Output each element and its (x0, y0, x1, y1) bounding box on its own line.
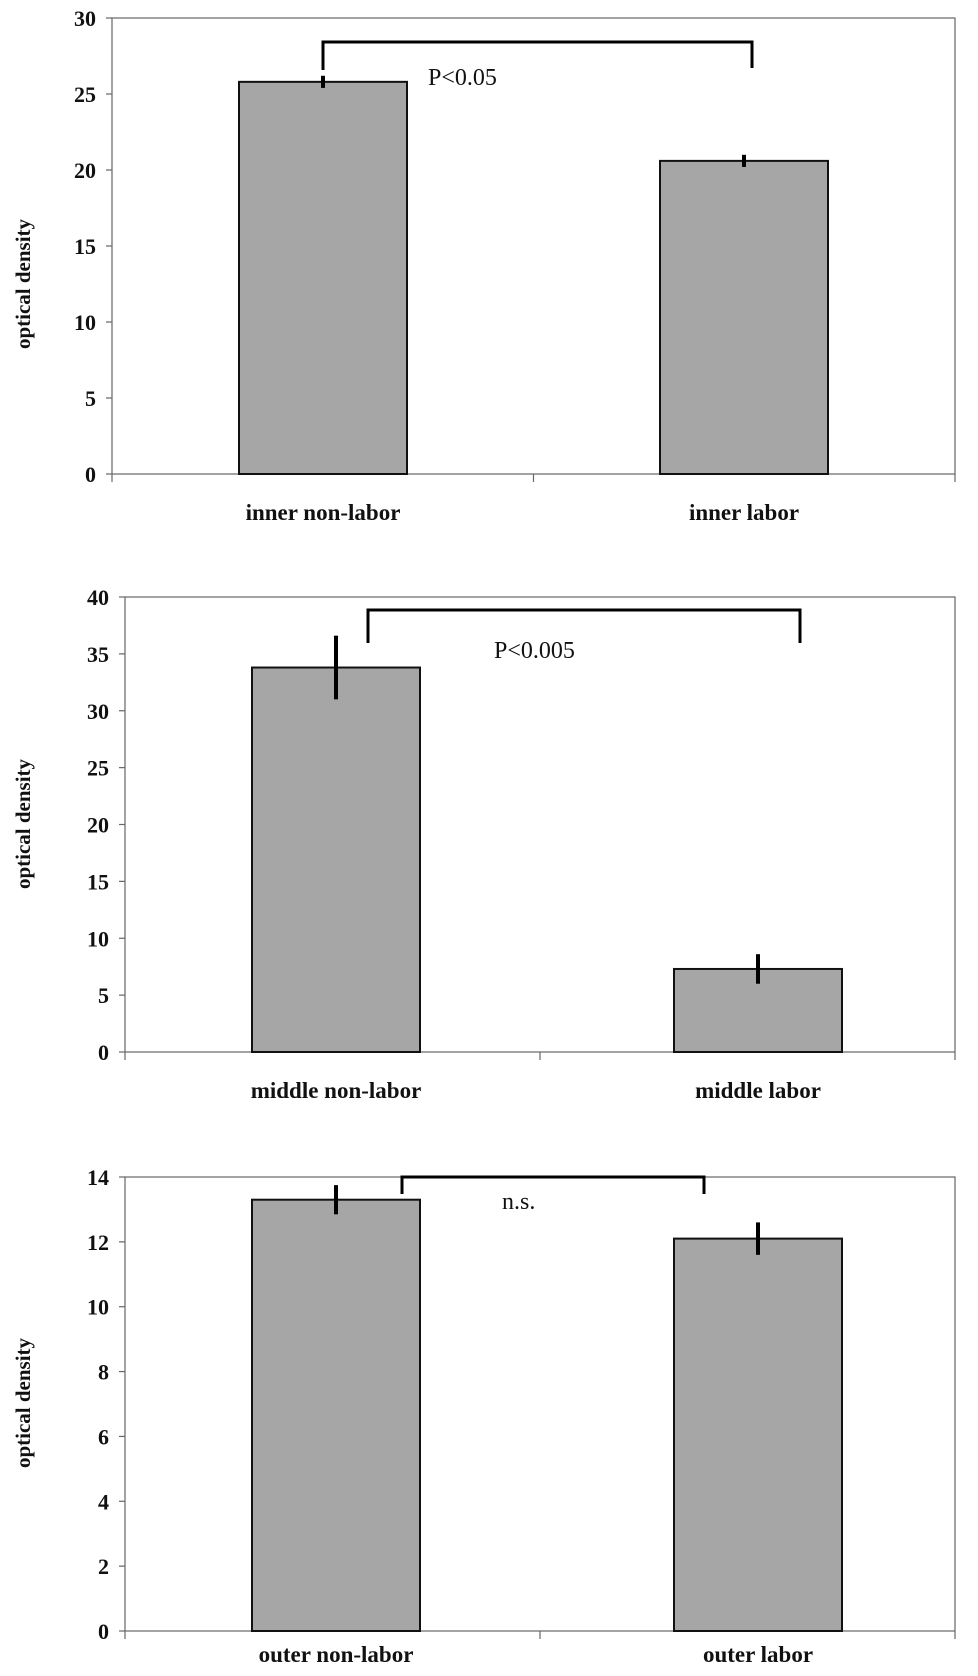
chart-panel-3: 0 2 4 6 8 10 12 14 optical density outer non-labo… (11, 1165, 956, 1667)
y-axis-title: optical density (11, 1337, 35, 1468)
category-label: inner labor (689, 500, 799, 525)
y-tick-label: 0 (85, 462, 96, 487)
chart-panel-2: 0 5 10 15 20 25 30 35 40 optical density middle no… (11, 585, 956, 1103)
y-tick-label: 5 (85, 386, 96, 411)
bar (673, 1237, 843, 1632)
y-tick-label: 30 (87, 699, 109, 724)
y-tick-label: 6 (98, 1424, 109, 1449)
bar (238, 80, 408, 475)
y-tick-label: 15 (74, 234, 96, 259)
significance-bracket (366, 608, 802, 643)
y-axis-title: optical density (11, 218, 35, 349)
category-label: middle non-labor (251, 1078, 422, 1103)
significance-label: P<0.005 (494, 638, 575, 664)
y-tick-label: 10 (87, 1295, 109, 1320)
y-tick-label: 10 (87, 926, 109, 951)
y-tick-label: 25 (87, 756, 109, 781)
y-tick-label: 40 (87, 585, 109, 610)
category-label: outer non-labor (259, 1642, 414, 1667)
significance-bracket (321, 40, 754, 70)
y-tick-label: 30 (74, 6, 96, 31)
y-tick-label: 25 (74, 82, 96, 107)
y-tick-label: 0 (98, 1619, 109, 1644)
y-tick-label: 20 (74, 158, 96, 183)
significance-bracket (400, 1175, 706, 1194)
y-tick-label: 2 (98, 1554, 109, 1579)
significance-label: n.s. (502, 1189, 535, 1215)
bar (251, 666, 421, 1054)
significance-label: P<0.05 (428, 65, 497, 91)
y-tick-label: 20 (87, 813, 109, 838)
category-label: middle labor (695, 1078, 821, 1103)
y-tick-label: 10 (74, 310, 96, 335)
bar (673, 967, 843, 1054)
y-tick-label: 15 (87, 869, 109, 894)
chart-panel-1: 0 5 10 15 20 25 30 optical density inner non-lab… (11, 6, 956, 525)
y-tick-label: 35 (87, 642, 109, 667)
y-tick-label: 0 (98, 1040, 109, 1065)
category-label: inner non-labor (246, 500, 401, 525)
y-tick-label: 5 (98, 983, 109, 1008)
y-axis-title: optical density (11, 758, 35, 889)
bar (251, 1198, 421, 1632)
category-label: outer labor (703, 1642, 813, 1667)
y-tick-label: 12 (87, 1230, 109, 1255)
bar (659, 159, 829, 475)
y-tick-label: 14 (87, 1165, 109, 1190)
y-tick-label: 4 (98, 1489, 109, 1514)
y-tick-label: 8 (98, 1360, 109, 1385)
